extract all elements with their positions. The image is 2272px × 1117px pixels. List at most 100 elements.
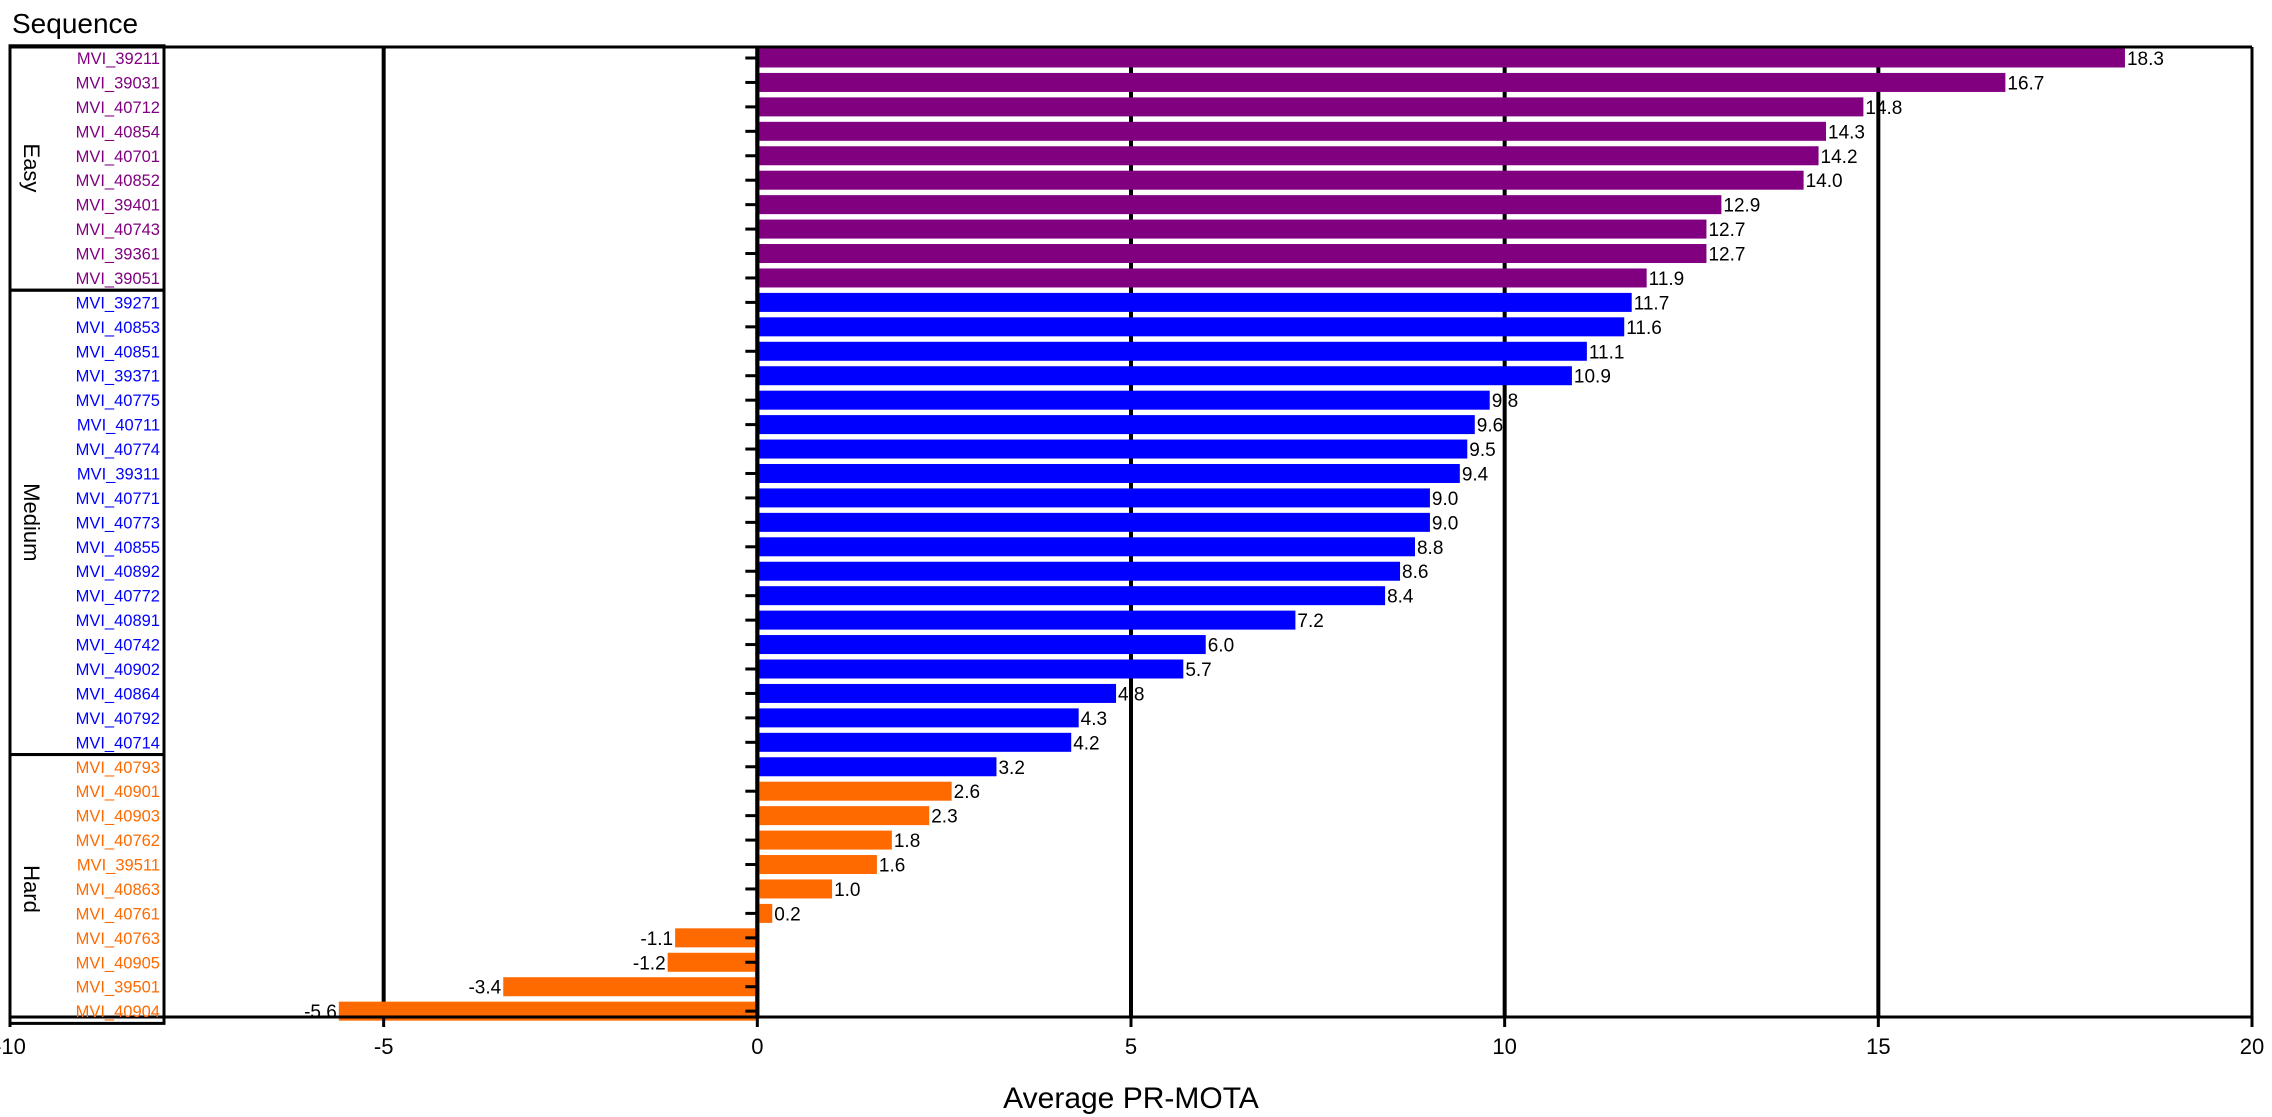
bar	[757, 879, 833, 899]
sequence-label: MVI_39501	[76, 979, 160, 997]
bar	[757, 366, 1572, 386]
sequence-label: MVI_40762	[76, 832, 160, 850]
x-tick-label: 20	[2240, 1034, 2264, 1059]
value-labels: 18.3 16.7 14.814.3 14.2 14.0 12.9 12.7 12.7 11.9…	[304, 49, 2164, 1023]
data-label: 16.7	[2007, 73, 2044, 94]
bar	[757, 268, 1647, 288]
bar	[757, 146, 1819, 166]
x-tick-label: 15	[1866, 1034, 1890, 1059]
data-label: 7.2	[1297, 611, 1323, 632]
bar	[757, 586, 1386, 606]
bar	[757, 512, 1430, 532]
data-label: 1.6	[879, 856, 905, 877]
bar	[757, 317, 1625, 337]
data-label: 11.1	[1589, 342, 1625, 363]
bar	[757, 341, 1587, 361]
sequence-label: MVI_40902	[76, 661, 160, 679]
sequence-label: MVI_39311	[77, 465, 160, 483]
data-label: 4.8	[1118, 684, 1144, 705]
data-label: 5.7	[1185, 660, 1211, 681]
sequence-label: MVI_40852	[76, 172, 160, 190]
sequence-label: MVI_40743	[76, 221, 160, 239]
group-boxes: Easy Medium Hard	[8, 44, 166, 1025]
sequence-label: MVI_40775	[76, 392, 160, 410]
bar	[757, 415, 1475, 435]
bar	[757, 610, 1296, 630]
bar	[675, 928, 758, 948]
data-label: 14.8	[1865, 98, 1902, 119]
bar	[667, 952, 758, 972]
sequence-label: MVI_40855	[76, 539, 160, 557]
data-label: -5.6	[304, 1002, 337, 1023]
sequence-label: MVI_40761	[76, 905, 160, 923]
bar	[757, 757, 997, 777]
bar	[757, 659, 1184, 679]
bar	[757, 683, 1117, 703]
data-label: 0.2	[774, 904, 800, 925]
data-label: 4.2	[1073, 733, 1099, 754]
data-label: 9.4	[1462, 464, 1489, 485]
x-tick-label: -10	[0, 1034, 26, 1059]
data-label: 8.4	[1387, 587, 1414, 608]
data-label: 2.6	[954, 782, 980, 803]
data-label: 6.0	[1208, 636, 1234, 657]
sequence-labels: MVI_39211 MVI_39031 MVI_40712 MVI_40854 MVI_…	[76, 50, 160, 1021]
x-tick-label: -5	[374, 1034, 394, 1059]
sequence-label: MVI_39511	[77, 857, 160, 875]
sequence-label: MVI_40853	[76, 319, 160, 337]
bar	[757, 121, 1827, 141]
sequence-label: MVI_39371	[76, 368, 160, 386]
x-axis-title: Average PR-MOTA	[1003, 1082, 1259, 1115]
bar	[757, 97, 1864, 117]
data-label: 1.0	[834, 880, 860, 901]
bar	[757, 195, 1722, 215]
data-label: 9.0	[1432, 489, 1458, 510]
bar	[757, 830, 892, 850]
sequence-label: MVI_40772	[76, 588, 160, 606]
x-tick-label: 5	[1125, 1034, 1137, 1059]
sequence-label: MVI_40712	[76, 99, 160, 117]
sequence-label: MVI_39271	[76, 294, 160, 312]
sequence-label: MVI_40793	[76, 759, 160, 777]
bar	[757, 292, 1632, 312]
bar	[757, 855, 877, 875]
data-label: 12.9	[1723, 196, 1760, 217]
data-label: 18.3	[2127, 49, 2164, 70]
data-label: 14.2	[1821, 147, 1858, 168]
sequence-label: MVI_40792	[76, 710, 160, 728]
data-label: 14.3	[1828, 122, 1865, 143]
bar	[503, 977, 758, 997]
data-label: 12.7	[1708, 245, 1745, 266]
bar	[757, 488, 1430, 508]
bar	[757, 390, 1490, 410]
sequence-label: MVI_40892	[76, 563, 160, 581]
bar	[757, 537, 1415, 557]
sequence-label: MVI_40903	[76, 808, 160, 826]
bar	[757, 463, 1460, 483]
data-label: 3.2	[998, 758, 1024, 779]
sequence-label: MVI_40711	[77, 417, 160, 435]
sequence-label: MVI_39051	[76, 270, 160, 288]
bar	[757, 219, 1707, 239]
bar	[757, 244, 1707, 264]
y-axis-title: Sequence	[12, 8, 138, 39]
data-label: 12.7	[1708, 220, 1745, 241]
data-label: 8.6	[1402, 562, 1428, 583]
data-label: 9.5	[1469, 440, 1495, 461]
sequence-label: MVI_40773	[76, 514, 160, 532]
bar	[757, 170, 1804, 190]
sequence-label: MVI_40864	[76, 685, 160, 703]
sequence-label: MVI_40901	[76, 783, 160, 801]
data-label: 8.8	[1417, 538, 1443, 559]
bar	[757, 635, 1206, 655]
sequence-label: MVI_40742	[76, 637, 160, 655]
bar	[757, 806, 930, 826]
grid-lines	[381, 47, 1881, 1017]
sequence-label: MVI_40905	[76, 954, 160, 972]
sequence-label: MVI_40854	[76, 123, 160, 141]
bar	[757, 48, 2125, 68]
data-label: 10.9	[1574, 367, 1611, 388]
sequence-label: MVI_39361	[76, 246, 160, 264]
sequence-label: MVI_40891	[76, 612, 160, 630]
